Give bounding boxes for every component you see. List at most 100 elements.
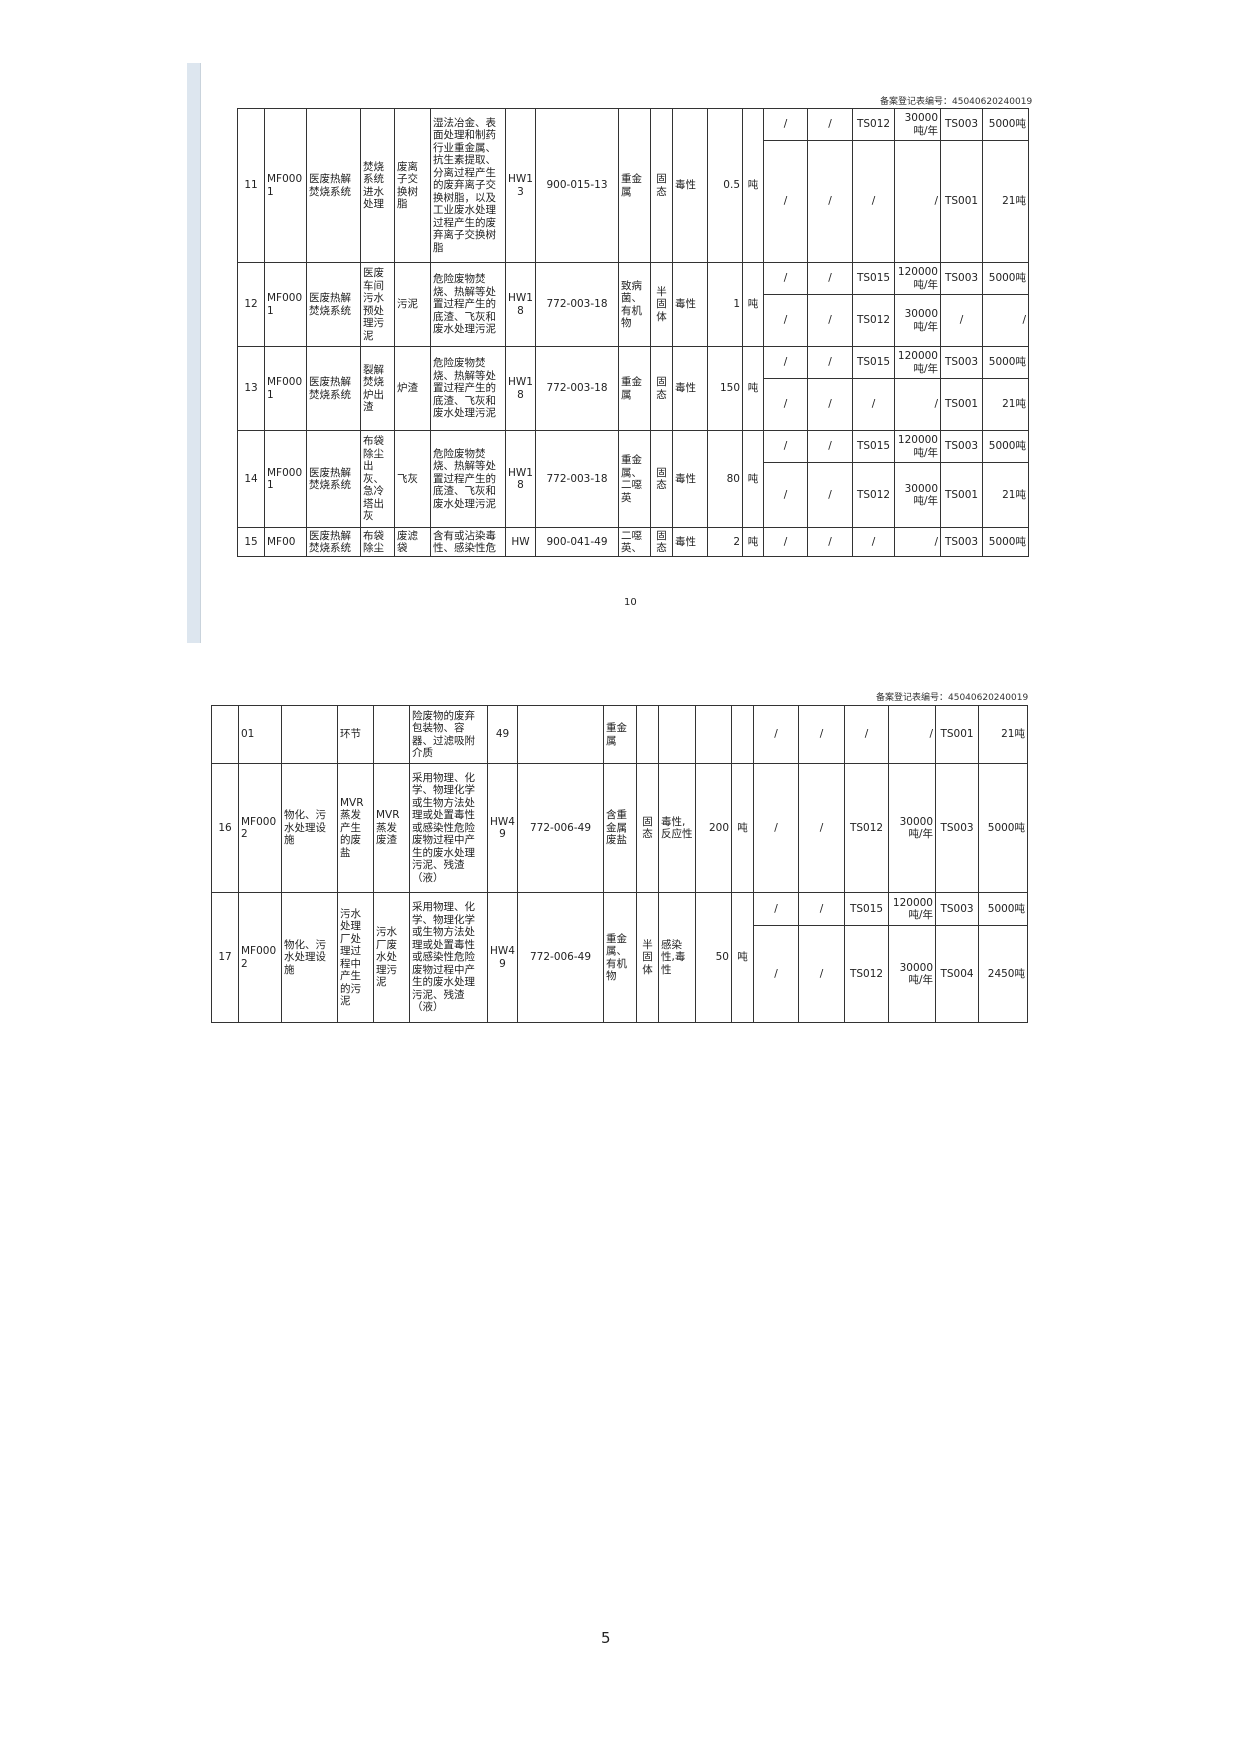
cell-destination: /	[763, 462, 808, 528]
cell-destination: TS003	[935, 763, 979, 893]
cell-process: 布袋除尘出灰、急冷塔出灰	[360, 430, 395, 528]
cell-destination: 120000吨/年	[894, 430, 941, 463]
cell-destination: /	[807, 262, 853, 295]
cell-destination: /	[807, 462, 853, 528]
cell-destination: /	[894, 378, 941, 431]
cell-hazard-component: 重金属、二噁英	[618, 430, 651, 528]
cell-facility: 医废热解焚烧系统	[306, 430, 361, 528]
cell-destination: /	[753, 925, 799, 1023]
cell-form: 固态	[650, 108, 673, 263]
cell-category: 49	[487, 705, 518, 764]
cell-destination: TS012	[852, 108, 895, 141]
cell-process: 医废车间污水预处理污泥	[360, 262, 395, 347]
cell-destination: 5000吨	[982, 262, 1029, 295]
cell-destination: /	[763, 108, 808, 141]
cell-destination: /	[807, 527, 853, 557]
cell-no: 12	[237, 262, 265, 347]
cell-destination: /	[763, 294, 808, 347]
cell-process: 布袋除尘	[360, 527, 395, 557]
cell-description: 湿法冶金、表面处理和制药行业重金属、抗生素提取、分离过程产生的废弃离子交换树脂，…	[430, 108, 506, 263]
cell-destination: /	[894, 527, 941, 557]
cell-destination: /	[798, 925, 845, 1023]
cell-destination: 21吨	[982, 140, 1029, 263]
cell-waste-code: 900-015-13	[535, 108, 619, 263]
cell-waste-code: 772-003-18	[535, 262, 619, 347]
cell-destination: 120000吨/年	[894, 346, 941, 379]
cell-destination: TS015	[844, 892, 889, 926]
cell-destination: 5000吨	[982, 430, 1029, 463]
cell-destination: 120000吨/年	[894, 262, 941, 295]
cell-description: 危险废物焚烧、热解等处置过程产生的底渣、飞灰和废水处理污泥	[430, 430, 506, 528]
cell-destination: TS015	[852, 430, 895, 463]
cell-unit: 吨	[742, 346, 764, 431]
table-row: 13 MF0001 医废热解焚烧系统 裂解焚烧炉出渣 炉渣 危险废物焚烧、热解等处置过程产…	[237, 346, 1029, 431]
cell-destination: TS015	[852, 346, 895, 379]
cell-code: 01	[238, 705, 282, 764]
cell-process: 裂解焚烧炉出渣	[360, 346, 395, 431]
cell-destination: TS012	[844, 925, 889, 1023]
cell-facility: 物化、污水处理设施	[281, 763, 338, 893]
cell-no: 16	[211, 763, 239, 893]
cell-facility	[281, 705, 338, 764]
cell-destination: 5000吨	[978, 763, 1028, 893]
cell-destination: /	[798, 705, 845, 764]
cell-destination: TS003	[935, 892, 979, 926]
cell-code: MF0001	[264, 346, 307, 431]
cell-unit: 吨	[742, 108, 764, 263]
cell-destination: /	[807, 108, 853, 141]
cell-description: 危险废物焚烧、热解等处置过程产生的底渣、飞灰和废水处理污泥	[430, 262, 506, 347]
cell-name: 污水厂废水处理污泥	[373, 892, 410, 1023]
cell-destination: /	[807, 378, 853, 431]
cell-hazard-property: 毒性,反应性	[658, 763, 696, 893]
document-sidebar-bar	[187, 63, 201, 643]
cell-description: 险废物的废弃包装物、容器、过滤吸附介质	[409, 705, 488, 764]
cell-hazard-component: 二噁英、	[618, 527, 651, 557]
cell-unit: 吨	[742, 430, 764, 528]
cell-destination: /	[763, 346, 808, 379]
cell-category: HW	[505, 527, 536, 557]
table-row: 01 环节 险废物的废弃包装物、容器、过滤吸附介质 49 重金属 / / / / TS001 21吨	[211, 705, 1028, 764]
cell-hazard-component: 致病菌、有机物	[618, 262, 651, 347]
cell-destination: TS003	[940, 430, 983, 463]
cell-destination: TS003	[940, 108, 983, 141]
table-row: 15 MF00 医废热解焚烧系统 布袋除尘 废滤袋 含有或沾染毒性、感染性危 HW 900-0…	[237, 527, 1029, 557]
cell-category: HW18	[505, 430, 536, 528]
cell-destination: 2450吨	[978, 925, 1028, 1023]
cell-waste-code	[517, 705, 604, 764]
table-row: / / TS012 30000吨/年 TS004 2450吨	[212, 925, 1028, 1023]
cell-destination: /	[763, 140, 808, 263]
cell-amount: 200	[695, 763, 732, 893]
cell-form: 固态	[650, 430, 673, 528]
cell-process: 污水处理厂处理过程中产生的污泥	[337, 892, 374, 1023]
cell-amount: 80	[707, 430, 743, 528]
cell-hazard-component: 重金属	[618, 346, 651, 431]
cell-destination: TS012	[844, 763, 889, 893]
cell-category: HW49	[487, 892, 518, 1023]
table-row: 17 MF0002 物化、污水处理设施 污水处理厂处理过程中产生的污泥 污水厂废水处理污…	[211, 892, 1028, 1023]
cell-destination: TS012	[852, 462, 895, 528]
cell-form: 半固体	[650, 262, 673, 347]
cell-hazard-component: 重金属	[618, 108, 651, 263]
cell-destination: /	[807, 140, 853, 263]
cell-destination: /	[888, 705, 936, 764]
page-number-top: 10	[624, 597, 637, 608]
cell-waste-code: 772-006-49	[517, 892, 604, 1023]
cell-name: 污泥	[394, 262, 431, 347]
registration-number-bottom: 备案登记表编号：45040620240019	[876, 693, 1029, 703]
cell-destination: TS001	[935, 705, 979, 764]
cell-name: MVR蒸发废渣	[373, 763, 410, 893]
cell-amount: 50	[695, 892, 732, 1023]
cell-no: 11	[237, 108, 265, 263]
cell-destination: /	[798, 892, 845, 926]
table-row: / / TS012 30000吨/年 TS001 21吨	[238, 462, 1029, 528]
cell-destination: TS001	[940, 378, 983, 431]
cell-description: 危险废物焚烧、热解等处置过程产生的底渣、飞灰和废水处理污泥	[430, 346, 506, 431]
cell-hazard-component: 含重金属废盐	[603, 763, 637, 893]
cell-unit: 吨	[731, 892, 754, 1023]
cell-waste-code: 772-003-18	[535, 346, 619, 431]
cell-destination: 21吨	[978, 705, 1028, 764]
cell-destination: /	[852, 140, 895, 263]
cell-amount: 2	[707, 527, 743, 557]
cell-name: 飞灰	[394, 430, 431, 528]
table-row: 11 MF0001 医废热解焚烧系统 焚烧系统进水处理 废离子交换树脂 湿法冶金、表面处理…	[237, 108, 1029, 263]
